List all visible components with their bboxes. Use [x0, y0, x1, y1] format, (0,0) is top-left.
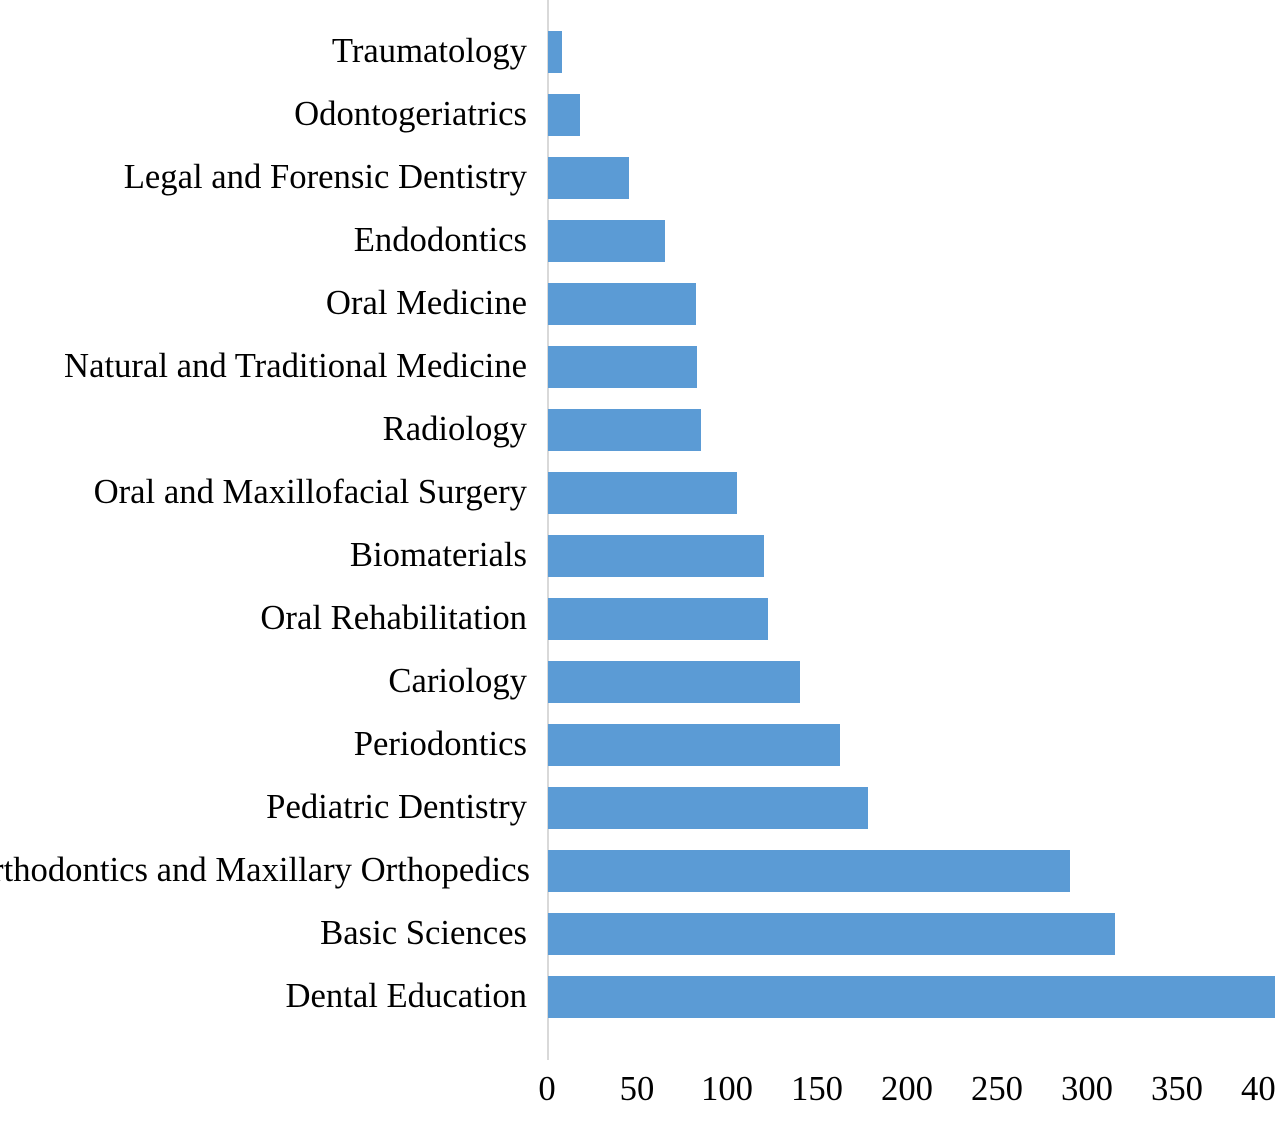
category-label: Natural and Traditional Medicine	[0, 335, 527, 398]
chart-row: Odontogeriatrics	[547, 83, 1267, 146]
x-tick-label: 350	[1151, 1070, 1203, 1109]
chart-row: Oral Medicine	[547, 272, 1267, 335]
chart-row: Orthodontics and Maxillary Orthopedics	[547, 839, 1267, 902]
bar	[548, 598, 768, 640]
category-label: Oral and Maxillofacial Surgery	[0, 461, 527, 524]
category-label: Basic Sciences	[0, 902, 527, 965]
x-tick-label: 50	[620, 1070, 655, 1109]
category-label: Periodontics	[0, 713, 527, 776]
chart-row: Dental Education	[547, 965, 1267, 1028]
bar	[548, 220, 665, 262]
chart-row: Legal and Forensic Dentistry	[547, 146, 1267, 209]
category-label: Cariology	[0, 650, 527, 713]
category-label: Dental Education	[0, 965, 527, 1028]
bar	[548, 787, 868, 829]
chart-row: Cariology	[547, 650, 1267, 713]
bar	[548, 472, 737, 514]
bar	[548, 850, 1070, 892]
chart-row: Traumatology	[547, 20, 1267, 83]
x-tick-label: 100	[701, 1070, 753, 1109]
chart-row: Radiology	[547, 398, 1267, 461]
horizontal-bar-chart: TraumatologyOdontogeriatricsLegal and Fo…	[0, 0, 1275, 1132]
bar	[548, 661, 800, 703]
category-label: Oral Medicine	[0, 272, 527, 335]
category-label: Oral Rehabilitation	[0, 587, 527, 650]
chart-row: Oral and Maxillofacial Surgery	[547, 461, 1267, 524]
x-tick-label: 250	[971, 1070, 1023, 1109]
bar	[548, 157, 629, 199]
chart-row: Natural and Traditional Medicine	[547, 335, 1267, 398]
bar	[548, 31, 562, 73]
category-label: Pediatric Dentistry	[0, 776, 527, 839]
category-label: Biomaterials	[0, 524, 527, 587]
bar	[548, 346, 697, 388]
x-tick-label: 150	[791, 1070, 843, 1109]
category-label: Legal and Forensic Dentistry	[0, 146, 527, 209]
chart-row: Pediatric Dentistry	[547, 776, 1267, 839]
chart-row: Biomaterials	[547, 524, 1267, 587]
x-tick-label: 300	[1061, 1070, 1113, 1109]
chart-row: Oral Rehabilitation	[547, 587, 1267, 650]
x-tick-label: 400	[1241, 1070, 1275, 1109]
bar	[548, 976, 1275, 1018]
x-tick-label: 0	[538, 1070, 555, 1109]
bar	[548, 913, 1115, 955]
bar	[548, 409, 701, 451]
chart-row: Endodontics	[547, 209, 1267, 272]
category-label: Odontogeriatrics	[0, 83, 527, 146]
category-label: Traumatology	[0, 20, 527, 83]
bar	[548, 283, 696, 325]
category-label: Radiology	[0, 398, 527, 461]
bar	[548, 94, 580, 136]
category-label: Endodontics	[0, 209, 527, 272]
category-label: Orthodontics and Maxillary Orthopedics	[0, 839, 527, 902]
chart-row: Basic Sciences	[547, 902, 1267, 965]
x-tick-label: 200	[881, 1070, 933, 1109]
plot-area: TraumatologyOdontogeriatricsLegal and Fo…	[547, 0, 1267, 1060]
bar	[548, 535, 764, 577]
chart-row: Periodontics	[547, 713, 1267, 776]
bar	[548, 724, 840, 766]
